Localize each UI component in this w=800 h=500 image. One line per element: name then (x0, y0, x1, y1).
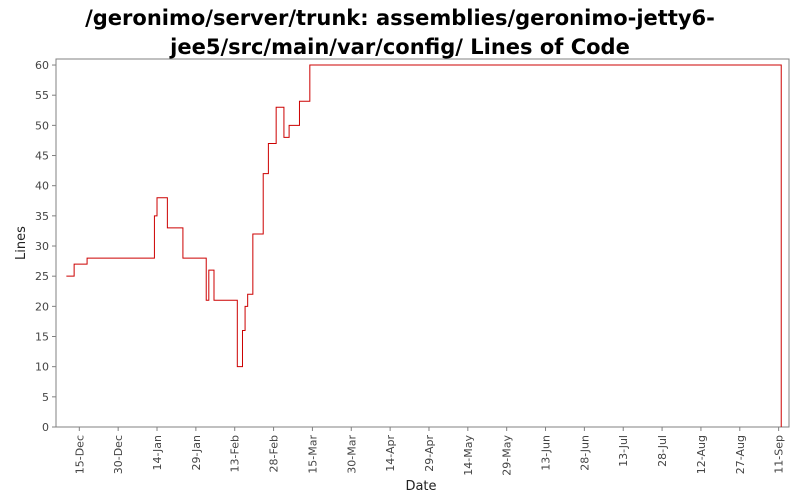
x-tick-label: 29-May (501, 435, 514, 476)
x-tick-label: 28-Feb (268, 435, 281, 472)
y-tick-label: 55 (35, 89, 49, 102)
y-axis-label: Lines (14, 226, 29, 260)
y-axis: 0 5 10 15 20 25 30 35 40 45 50 55 60 (35, 59, 56, 434)
y-tick-label: 25 (35, 270, 49, 283)
x-axis-label: Date (405, 479, 436, 494)
x-tick-label: 15-Dec (73, 435, 86, 474)
chart-title-line-2: jee5/src/main/var/config/ Lines of Code (170, 35, 630, 59)
x-tick-label: 29-Apr (423, 435, 436, 472)
y-tick-label: 60 (35, 59, 49, 72)
x-tick-label: 14-Jan (151, 435, 164, 471)
x-tick-label: 30-Mar (345, 435, 358, 474)
x-axis: 15-Dec 30-Dec 14-Jan 29-Jan 13-Feb 28-Feb 15-M… (73, 427, 786, 476)
y-tick-label: 10 (35, 361, 49, 374)
x-tick-label: 28-Jun (578, 435, 591, 471)
series-line (66, 64, 782, 427)
y-tick-label: 50 (35, 119, 49, 132)
x-tick-label: 13-Jun (540, 435, 553, 471)
y-tick-label: 20 (35, 300, 49, 313)
y-tick-label: 40 (35, 180, 49, 193)
x-tick-label: 15-Mar (306, 435, 319, 474)
x-tick-label: 30-Dec (112, 435, 125, 474)
y-tick-label: 45 (35, 150, 49, 163)
plot-area (55, 58, 790, 428)
y-tick-label: 30 (35, 240, 49, 253)
x-tick-label: 13-Jul (617, 435, 630, 467)
y-tick-label: 5 (42, 391, 49, 404)
series-group (66, 64, 782, 427)
x-tick-label: 12-Aug (695, 435, 708, 474)
y-tick-label: 0 (42, 421, 49, 434)
x-tick-label: 27-Aug (734, 435, 747, 474)
x-tick-label: 11-Sep (773, 435, 786, 474)
x-tick-label: 13-Feb (229, 435, 242, 472)
chart-title: /geronimo/server/trunk: assemblies/geron… (0, 4, 800, 62)
y-tick-label: 35 (35, 210, 49, 223)
chart-title-line-1: /geronimo/server/trunk: assemblies/geron… (85, 6, 715, 30)
x-tick-label: 14-Apr (384, 435, 397, 472)
y-tick-label: 15 (35, 331, 49, 344)
x-tick-label: 28-Jul (656, 435, 669, 467)
x-tick-label: 29-Jan (190, 435, 203, 471)
x-tick-label: 14-May (462, 435, 475, 476)
